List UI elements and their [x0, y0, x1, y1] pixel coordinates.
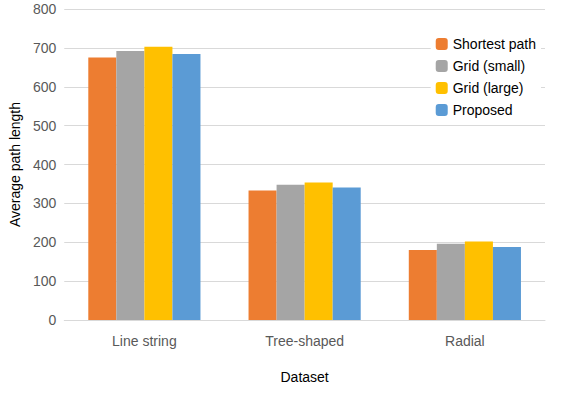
- svg-text:800: 800: [33, 1, 57, 17]
- svg-text:700: 700: [33, 40, 57, 56]
- svg-text:Average path length: Average path length: [7, 102, 23, 227]
- svg-text:Dataset: Dataset: [281, 369, 329, 385]
- svg-text:500: 500: [33, 118, 57, 134]
- svg-text:Proposed: Proposed: [453, 102, 513, 118]
- svg-text:Shortest path: Shortest path: [453, 36, 536, 52]
- svg-text:Tree-shaped: Tree-shaped: [265, 333, 344, 349]
- svg-text:300: 300: [33, 195, 57, 211]
- svg-text:Grid (small): Grid (small): [453, 58, 525, 74]
- svg-text:Grid (large): Grid (large): [453, 80, 524, 96]
- svg-text:0: 0: [48, 312, 56, 328]
- svg-text:200: 200: [33, 234, 57, 250]
- svg-text:Line string: Line string: [112, 333, 177, 349]
- svg-text:600: 600: [33, 79, 57, 95]
- svg-text:Radial: Radial: [445, 333, 485, 349]
- svg-text:100: 100: [33, 273, 57, 289]
- svg-text:400: 400: [33, 157, 57, 173]
